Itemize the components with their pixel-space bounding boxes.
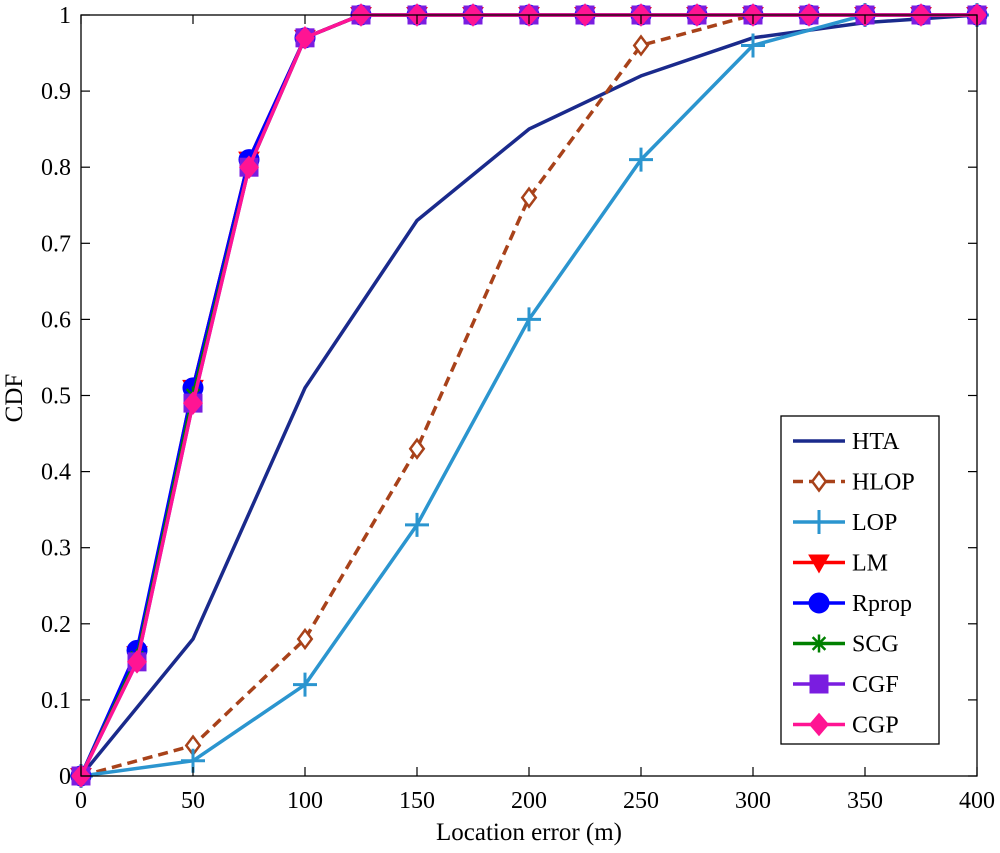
y-tick-label: 0.6 [41,307,71,333]
x-tick-label: 400 [959,788,995,814]
x-tick-label: 0 [75,788,87,814]
x-tick-label: 350 [847,788,883,814]
x-tick-label: 150 [399,788,435,814]
x-axis-title: Location error (m) [436,819,622,846]
x-tick-label: 300 [735,788,771,814]
legend-label-hta: HTA [852,429,900,455]
legend-label-cgf: CGF [852,672,899,698]
x-tick-label: 50 [181,788,205,814]
legend-label-cgp: CGP [852,713,899,739]
x-tick-label: 200 [511,788,547,814]
y-tick-label: 0.5 [41,384,71,410]
cdf-chart: 0 50 100 150 200 250 300 350 400 0 0.1 0.2 0.3 0.4 0.5… [0,0,1000,853]
y-tick-label: 0.2 [41,612,71,638]
legend-label-scg: SCG [852,632,899,658]
y-tick-label: 0.8 [41,155,71,181]
legend-label-hlop: HLOP [852,470,915,496]
y-tick-label: 0.1 [41,688,71,714]
x-tick-label: 100 [287,788,323,814]
y-tick-label: 0.7 [41,231,71,257]
y-tick-label: 0.9 [41,79,71,105]
y-tick-label: 0.4 [41,460,71,486]
y-tick-label: 1 [59,3,71,29]
legend-marker-cgf [810,675,828,693]
legend: HTA HLOP LOP LM Rprop SCG CGF CGP [781,416,939,744]
legend-marker-rprop [809,593,829,613]
legend-marker-scg [810,635,828,653]
x-tick-label: 250 [623,788,659,814]
y-tick-label: 0 [59,764,71,790]
y-tick-label: 0.3 [41,536,71,562]
legend-label-rprop: Rprop [852,591,912,617]
y-axis-title: CDF [1,374,28,423]
legend-label-lm: LM [852,551,888,577]
legend-label-lop: LOP [852,510,897,536]
